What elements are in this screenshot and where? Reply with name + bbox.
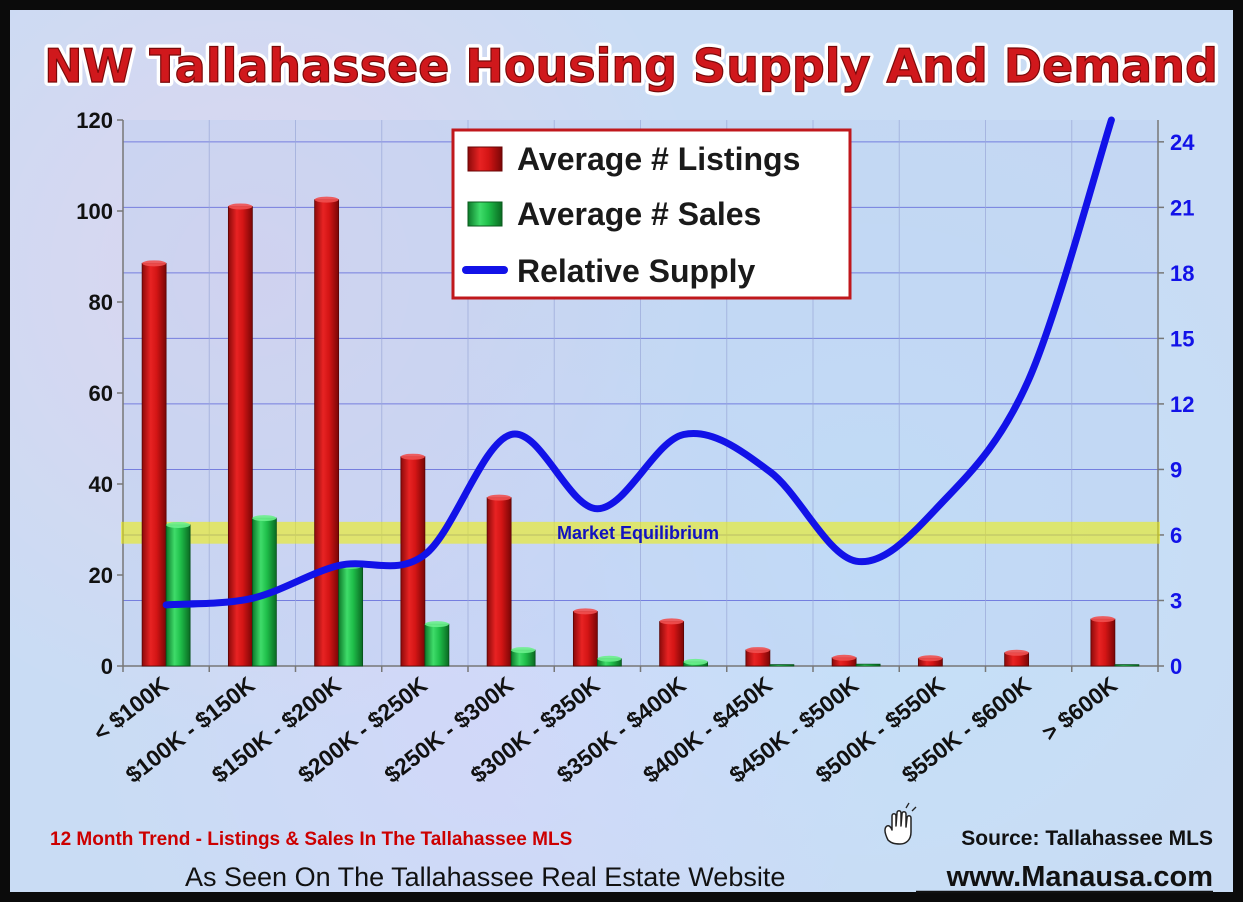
- y-left-tick-label: 0: [101, 654, 113, 679]
- listings-bar-cap: [314, 196, 339, 203]
- hand-icon: [884, 802, 917, 845]
- x-tick-label: < $100K: [88, 671, 173, 746]
- legend: Average # Listings Average # Sales Relat…: [451, 128, 852, 300]
- legend-label-supply: Relative Supply: [517, 253, 756, 289]
- y-right-tick-label: 3: [1170, 588, 1182, 613]
- y-right-tick-label: 6: [1170, 523, 1182, 548]
- x-tick-label: > $600K: [1037, 671, 1122, 746]
- sales-bar-cap: [683, 658, 708, 665]
- sales-bar-cap: [166, 521, 191, 528]
- legend-swatch-sales: [467, 201, 503, 227]
- listings-bar-cap: [1004, 649, 1029, 656]
- y-left-tick-label: 120: [76, 108, 113, 133]
- listings-bar: [141, 262, 167, 667]
- y-right-tick-label: 0: [1170, 654, 1182, 679]
- listings-bar-cap: [745, 647, 770, 654]
- y-right-tick-label: 18: [1170, 261, 1194, 286]
- listings-bar-cap: [400, 453, 425, 460]
- listings-bar: [486, 497, 512, 667]
- grid-lines: [122, 120, 1159, 666]
- y-right-tick-label: 12: [1170, 392, 1194, 417]
- relative-supply-point: [165, 604, 167, 606]
- chart-title-outline: NW Tallahassee Housing Supply And Demand: [44, 39, 1218, 93]
- equilibrium-band-rect: [121, 521, 1160, 544]
- relative-supply-line: [162, 116, 1115, 609]
- relative-supply-point: [941, 501, 943, 503]
- relative-supply-point: [683, 433, 685, 435]
- sales-bar-cap: [424, 621, 449, 628]
- x-tick-labels: < $100K$100K - $150K$150K - $200K$200K -…: [88, 671, 1122, 788]
- listings-bar: [659, 621, 685, 667]
- sales-bar: [424, 623, 450, 667]
- legend-box: [451, 128, 852, 300]
- listings-bar-cap: [1090, 616, 1115, 623]
- sales-bar: [769, 664, 795, 667]
- relative-supply-point: [338, 565, 340, 567]
- listings-bar: [227, 206, 253, 667]
- legend-label-listings: Average # Listings: [517, 141, 800, 177]
- relative-supply-point: [1110, 119, 1112, 121]
- chart-svg: NW Tallahassee Housing Supply And Demand…: [40, 35, 1222, 894]
- relative-supply-point: [510, 433, 512, 435]
- listings-bar: [314, 199, 340, 667]
- listings-bar-cap: [228, 203, 253, 210]
- relative-supply-point: [1028, 379, 1030, 381]
- sales-bar: [1114, 664, 1140, 667]
- listings-bar-cap: [918, 655, 943, 662]
- relative-supply-point: [596, 508, 598, 510]
- y-left-tick-label: 20: [89, 563, 113, 588]
- sales-bar: [338, 565, 364, 667]
- listings-bar-cap: [659, 618, 684, 625]
- relative-supply-path: [162, 116, 1115, 609]
- y-right-tick-label: 15: [1170, 326, 1194, 351]
- axes: 0 20 40 60 80 100 120 0 3 6 9 12 15 18 21 24: [76, 108, 1195, 679]
- sales-bar-cap: [597, 655, 622, 662]
- listings-bar-cap: [573, 608, 598, 615]
- website-link[interactable]: www.Manausa.com: [946, 861, 1213, 893]
- sales-bar-cap: [511, 647, 536, 654]
- y-right-tick-label: 9: [1170, 457, 1182, 482]
- equilibrium-label: Market Equilibrium: [557, 523, 719, 543]
- y-right-tick-label: 24: [1170, 130, 1195, 155]
- y-left-tick-label: 100: [76, 199, 113, 224]
- relative-supply-point: [251, 597, 253, 599]
- y-left-tick-label: 40: [89, 472, 113, 497]
- relative-supply-point: [855, 560, 857, 562]
- seen-on-note: As Seen On The Tallahassee Real Estate W…: [185, 862, 785, 892]
- listings-bar: [1090, 618, 1116, 667]
- equilibrium-band: Market Equilibrium: [121, 521, 1160, 544]
- relative-supply-point: [424, 554, 426, 556]
- listings-bar: [572, 611, 598, 667]
- sales-bar-cap: [252, 515, 277, 522]
- trend-note: 12 Month Trend - Listings & Sales In The…: [50, 829, 572, 850]
- listings-bar-cap: [142, 260, 167, 267]
- y-left-tick-label: 80: [89, 290, 113, 315]
- y-left-tick-label: 60: [89, 381, 113, 406]
- sales-bar: [855, 663, 881, 667]
- legend-swatch-listings: [467, 146, 503, 172]
- sales-bar: [165, 524, 191, 667]
- listings-bar-cap: [832, 654, 857, 661]
- relative-supply-point: [769, 471, 771, 473]
- legend-label-sales: Average # Sales: [517, 196, 761, 232]
- chart-title: NW Tallahassee Housing Supply And Demand: [44, 39, 1218, 93]
- y-right-tick-label: 21: [1170, 195, 1194, 220]
- source-note: Source: Tallahassee MLS: [961, 827, 1213, 850]
- listings-bar-cap: [487, 494, 512, 501]
